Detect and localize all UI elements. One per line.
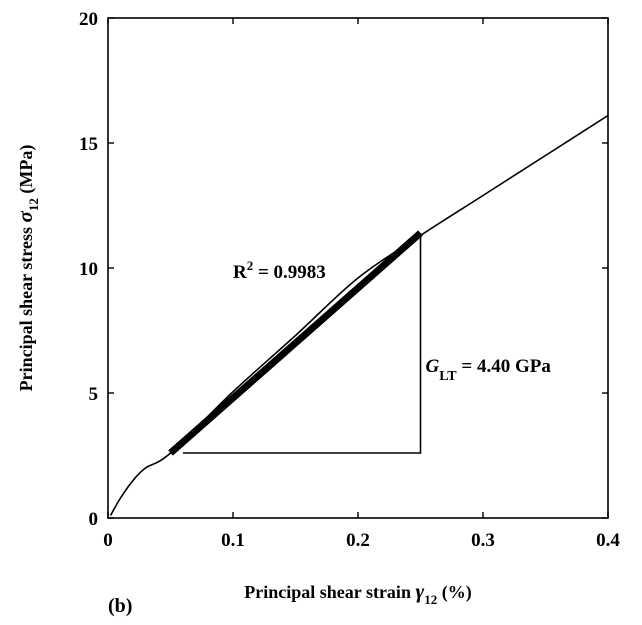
r-squared-text: = 0.9983 — [253, 262, 326, 283]
x-axis-label-prefix: Principal shear strain — [244, 582, 415, 602]
y-axis-label-prefix: Principal shear stress — [16, 222, 36, 391]
x-axis-label-subscript: 12 — [424, 592, 437, 607]
y-tick-label: 0 — [89, 509, 99, 530]
x-axis-label-suffix: (%) — [437, 582, 472, 603]
y-tick-label: 10 — [79, 259, 98, 280]
linear-fit-line — [168, 230, 423, 456]
x-tick-label: 0.4 — [596, 530, 620, 551]
slope-triangle — [183, 233, 422, 454]
y-tick-label: 20 — [79, 9, 98, 30]
y-axis-label-subscript: 12 — [26, 198, 41, 211]
y-axis-label: Principal shear stress σ12 (MPa) — [13, 145, 41, 392]
r-squared-sup: 2 — [247, 258, 254, 273]
x-axis-label-symbol: γ — [415, 579, 424, 603]
modulus-subscript: LT — [439, 369, 457, 384]
x-tick-label: 0.2 — [346, 530, 370, 551]
y-axis-label-symbol: σ — [13, 210, 37, 222]
y-axis-label-suffix: (MPa) — [16, 145, 37, 198]
stress-strain-curve — [109, 114, 609, 516]
y-tick-label: 15 — [79, 134, 98, 155]
x-axis-label: Principal shear strain γ12 (%) — [244, 579, 471, 607]
modulus-annotation: GLT = 4.40 GPa — [426, 356, 552, 384]
y-tick-label: 5 — [89, 384, 99, 405]
modulus-text: = 4.40 GPa — [457, 356, 552, 377]
x-tick-label: 0.3 — [471, 530, 495, 551]
modulus-symbol: G — [426, 356, 440, 377]
x-axis-ticks: 0 0.1 0.2 0.3 0.4 — [103, 18, 620, 551]
r-squared-annotation: R2 = 0.9983 — [233, 258, 326, 283]
panel-label: (b) — [108, 595, 132, 617]
r-squared-base: R — [233, 262, 247, 283]
y-axis-ticks: 0 5 10 15 20 — [79, 9, 608, 530]
x-tick-label: 0.1 — [221, 530, 245, 551]
x-tick-label: 0 — [103, 530, 113, 551]
